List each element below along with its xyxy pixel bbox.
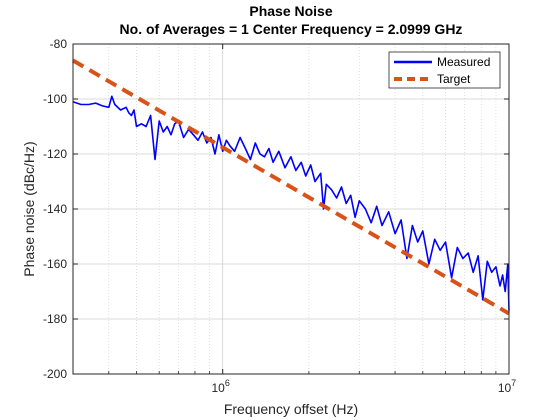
x-axis-label: Frequency offset (Hz) xyxy=(224,401,358,417)
y-tick-label: -160 xyxy=(43,257,67,271)
legend: Measured Target xyxy=(388,51,501,89)
x-tick-label: 106 xyxy=(212,378,230,395)
y-tick-label: -180 xyxy=(43,312,67,326)
chart-title: Phase Noise xyxy=(249,3,332,19)
x-tick-label: 107 xyxy=(498,378,516,395)
major-grid xyxy=(73,44,509,374)
series-layer xyxy=(71,58,511,316)
y-axis-label: Phase noise (dBc/Hz) xyxy=(21,141,37,276)
y-axis-ticks: -80 -100 -120 -140 -160 -180 -200 xyxy=(43,37,509,381)
legend-label-measured: Measured xyxy=(437,55,490,69)
y-tick-label: -120 xyxy=(43,147,67,161)
chart-subtitle: No. of Averages = 1 Center Frequency = 2… xyxy=(120,21,463,37)
y-tick-label: -100 xyxy=(43,92,67,106)
legend-label-target: Target xyxy=(437,72,471,86)
y-tick-label: -200 xyxy=(43,367,67,381)
y-tick-label: -80 xyxy=(50,37,68,51)
y-tick-label: -140 xyxy=(43,202,67,216)
series-line-measured xyxy=(72,95,510,311)
legend-box xyxy=(388,51,501,89)
series-line-target xyxy=(71,58,511,316)
